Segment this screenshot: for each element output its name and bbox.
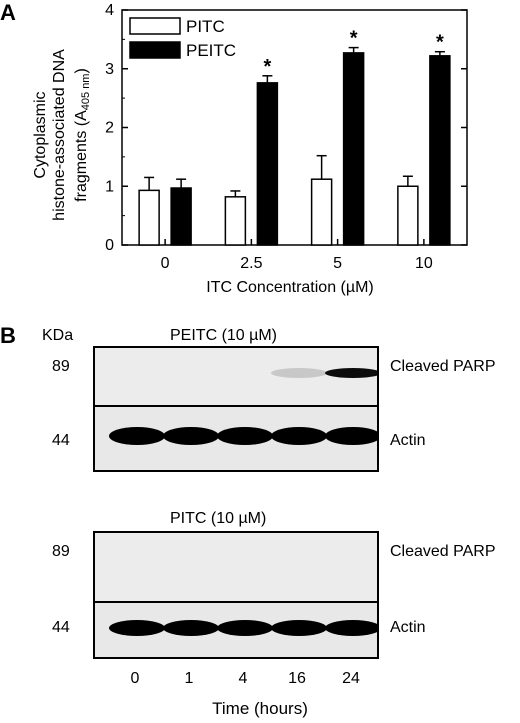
- y-tick-label: 3: [105, 61, 114, 78]
- actin-band: [109, 427, 165, 445]
- actin-band: [217, 620, 273, 636]
- x-tick-label: 2.5: [240, 255, 262, 272]
- blot2-bottom-mw: 44: [52, 619, 70, 636]
- y-axis-title-line3: fragments (A405 nm): [73, 68, 92, 202]
- actin-band: [271, 620, 327, 636]
- actin-band: [163, 620, 219, 636]
- bar-pitc: [224, 196, 247, 246]
- time-axis-title: Time (hours): [212, 699, 308, 718]
- bar-pitc: [397, 185, 419, 246]
- significance-star: *: [350, 28, 358, 50]
- blot2-title: PITC (10 µM): [170, 510, 267, 527]
- blot1-actin-membrane: [93, 405, 379, 472]
- y-axis-title-line3-main: fragments (A: [73, 110, 90, 202]
- y-tick-label: 1: [105, 178, 114, 195]
- y-axis-title: Cytoplasmic histone-associated DNA fragm…: [32, 49, 92, 221]
- bar-peitc: [429, 55, 451, 246]
- bar-pitc: [138, 189, 160, 246]
- parp-band: [325, 368, 377, 378]
- bar-pitc: [310, 178, 333, 246]
- y-axis-title-subscript: 405 nm: [80, 74, 92, 111]
- legend-label-peitc: PEITC: [186, 41, 236, 60]
- y-axis-title-line2: histone-associated DNA: [51, 49, 68, 221]
- panel-a-letter: A: [0, 0, 16, 25]
- blot1-parp-membrane: [93, 346, 379, 407]
- legend-swatch-pitc: [129, 17, 181, 35]
- blot1-top-label: Cleaved PARP: [390, 358, 496, 375]
- blot1-bottom-mw: 44: [52, 432, 70, 449]
- chart-legend: PITC PEITC: [129, 17, 236, 60]
- time-point-label: 0: [130, 670, 140, 687]
- y-tick-label: 4: [105, 2, 114, 19]
- actin-band: [325, 620, 377, 636]
- actin-band: [217, 427, 273, 445]
- y-axis-title-line1: Cytoplasmic: [32, 91, 49, 178]
- x-tick-label: 5: [333, 255, 342, 272]
- actin-band: [163, 427, 219, 445]
- blot2-top-mw: 89: [52, 543, 70, 560]
- time-point-label: 16: [288, 670, 306, 687]
- actin-band: [325, 427, 377, 445]
- chart-bars: * * *: [138, 28, 451, 246]
- panel-b-letter: B: [0, 323, 16, 348]
- parp-band: [271, 368, 327, 378]
- time-point-label: 24: [342, 670, 360, 687]
- time-point-label: 4: [238, 670, 248, 687]
- blot1-title: PEITC (10 µM): [170, 327, 278, 344]
- x-axis-title: ITC Concentration (µM): [206, 279, 373, 296]
- legend-swatch-peitc: [129, 41, 181, 59]
- chart-axes: 0 1 2 3 4 0 2.5 5 10: [105, 2, 468, 272]
- bar-peitc: [170, 187, 192, 246]
- y-axis-title-close: ): [73, 68, 90, 73]
- legend-label-pitc: PITC: [186, 17, 225, 36]
- bar-chart: Cytoplasmic histone-associated DNA fragm…: [32, 2, 468, 296]
- significance-star: *: [263, 56, 271, 78]
- blot2-top-label: Cleaved PARP: [390, 543, 496, 560]
- blot2-bottom-label: Actin: [390, 619, 426, 636]
- significance-star: *: [436, 32, 444, 54]
- x-tick-label: 10: [415, 255, 433, 272]
- x-tick-label: 0: [161, 255, 170, 272]
- blot2-parp-membrane: [93, 531, 379, 603]
- y-tick-label: 0: [105, 237, 114, 254]
- actin-band: [109, 620, 165, 636]
- y-tick-label: 2: [105, 120, 114, 137]
- actin-band: [271, 427, 327, 445]
- kda-label: KDa: [42, 327, 74, 344]
- bar-peitc: [342, 52, 365, 246]
- blot1-bottom-label: Actin: [390, 432, 426, 449]
- time-point-label: 1: [184, 670, 194, 687]
- bar-peitc: [256, 82, 279, 246]
- blot1-top-mw: 89: [52, 358, 70, 375]
- blot2-actin-membrane: [93, 601, 379, 659]
